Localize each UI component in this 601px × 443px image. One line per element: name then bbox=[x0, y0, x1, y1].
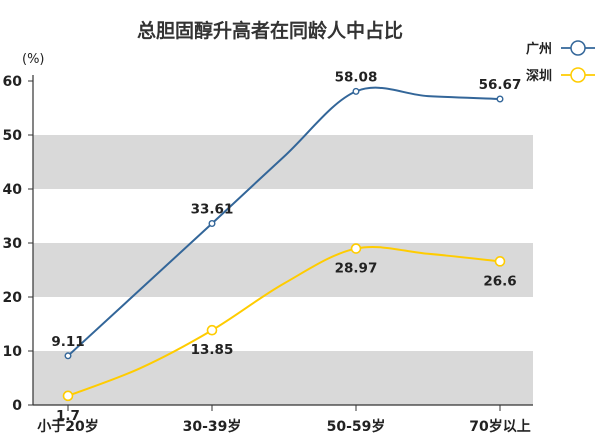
data-point bbox=[208, 220, 216, 228]
x-tick-label: 30-39岁 bbox=[183, 418, 242, 435]
data-point bbox=[206, 324, 218, 336]
y-tick-label: 60 bbox=[3, 74, 23, 90]
legend-marker bbox=[570, 67, 586, 83]
data-label: 58.08 bbox=[335, 69, 378, 85]
y-tick-label: 0 bbox=[12, 398, 22, 414]
x-tick-label: 小于20岁 bbox=[37, 418, 98, 435]
data-labels: 9.11 33.61 58.08 56.67 1.7 13.85 28.97 26.6 bbox=[51, 69, 521, 423]
data-point bbox=[64, 352, 72, 360]
data-label: 56.67 bbox=[479, 77, 522, 93]
data-label: 9.11 bbox=[51, 334, 84, 350]
y-tick-label: 50 bbox=[3, 128, 23, 144]
y-tick-label: 30 bbox=[3, 236, 23, 252]
y-tick-label: 40 bbox=[3, 182, 23, 198]
axes: 0 10 20 30 40 50 60 小于20岁 30-39岁 50-59岁 70岁以上 bbox=[3, 74, 533, 435]
series-lines bbox=[67, 86, 501, 397]
y-tick-label: 10 bbox=[3, 344, 23, 360]
data-label: 13.85 bbox=[191, 342, 234, 358]
data-label: 26.6 bbox=[483, 273, 516, 289]
data-point bbox=[62, 390, 74, 402]
y-tick-label: 20 bbox=[3, 290, 23, 306]
legend-label: 广州 bbox=[526, 41, 552, 57]
data-point bbox=[496, 95, 504, 103]
data-point bbox=[352, 87, 360, 95]
legend-label: 深圳 bbox=[526, 68, 552, 84]
x-tick-label: 50-59岁 bbox=[327, 418, 386, 435]
data-label: 1.7 bbox=[56, 408, 80, 424]
grid-band bbox=[33, 135, 533, 189]
data-point bbox=[350, 243, 362, 254]
data-label: 28.97 bbox=[335, 261, 378, 277]
grid-band bbox=[33, 243, 533, 297]
grid-bands bbox=[33, 135, 533, 405]
data-point bbox=[494, 256, 506, 267]
series-line bbox=[67, 86, 501, 357]
series-line bbox=[67, 245, 501, 397]
data-label: 33.61 bbox=[191, 202, 234, 218]
grid-band bbox=[33, 351, 533, 405]
chart-title: 总胆固醇升高者在同龄人中占比 bbox=[137, 19, 403, 42]
series-points bbox=[62, 87, 506, 402]
legend-marker bbox=[570, 40, 586, 56]
x-tick-label: 70岁以上 bbox=[469, 418, 530, 435]
y-axis-unit-label: (%) bbox=[22, 52, 45, 67]
